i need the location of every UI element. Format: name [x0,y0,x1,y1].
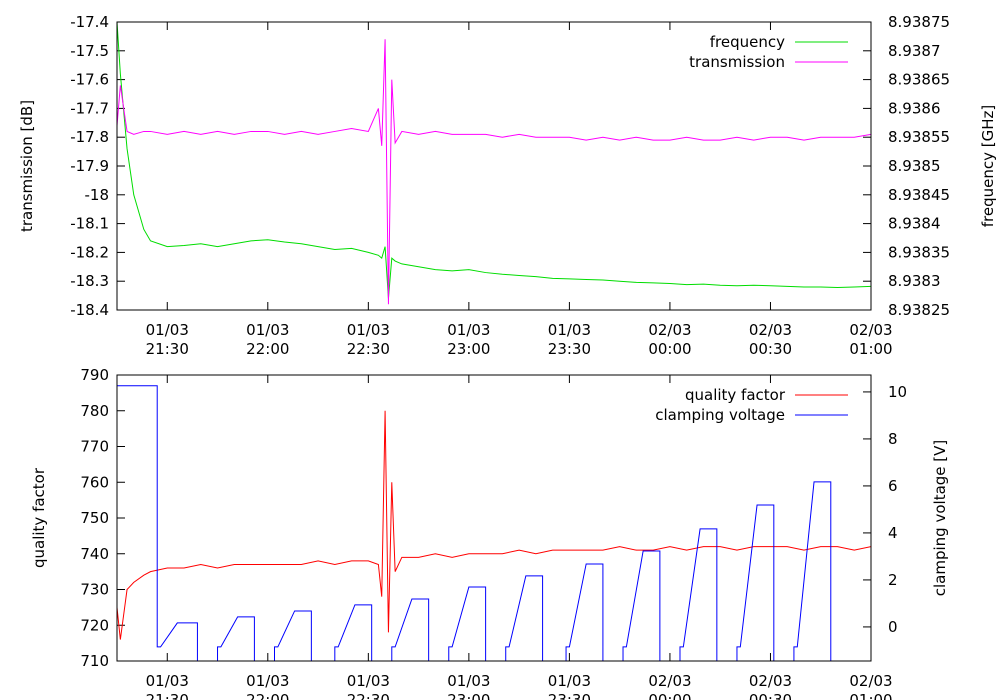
y2-tick-label: 2 [888,571,898,589]
y2-tick-label: 6 [888,477,898,495]
data-line [117,39,871,305]
y-tick-label: -17.7 [70,99,109,117]
y2-tick-label: 8.93875 [888,13,950,31]
y-tick-label: 760 [80,473,109,491]
data-line [117,22,871,299]
y2-tick-label: 4 [888,524,898,542]
y-tick-label: -17.4 [70,13,109,31]
x-tick-label: 02/03 00:30 [749,672,792,700]
x-tick-label: 01/03 22:30 [347,672,390,700]
y2-tick-label: 8.93835 [888,243,950,261]
y-tick-label: 730 [80,581,109,599]
x-tick-label: 02/03 01:00 [849,672,892,700]
x-tick-label: 01/03 21:30 [146,321,189,358]
y2-tick-label: 8.93845 [888,186,950,204]
y-tick-label: 790 [80,366,109,384]
x-tick-label: 01/03 22:30 [347,321,390,358]
y-tick-label: -17.9 [70,157,109,175]
y2-tick-label: 8.93855 [888,128,950,146]
y2-tick-label: 8.9386 [888,99,941,117]
y-tick-label: -18.4 [70,301,109,319]
y-axis-title: transmission [dB] [18,100,36,232]
y2-tick-label: 10 [888,383,907,401]
y-tick-label: 770 [80,438,109,456]
y2-tick-label: 8 [888,430,898,448]
data-line [117,385,871,661]
y-tick-label: -18 [85,186,110,204]
y-tick-label: 740 [80,545,109,563]
y2-tick-label: 8.93865 [888,71,950,89]
y-tick-label: -18.2 [70,243,109,261]
y-tick-label: 780 [80,402,109,420]
x-tick-label: 02/03 00:00 [648,672,691,700]
y2-tick-label: 8.9385 [888,157,941,175]
legend-label: clamping voltage [655,406,785,424]
x-tick-label: 01/03 23:30 [548,672,591,700]
y-axis-title: quality factor [30,467,48,568]
x-tick-label: 01/03 21:30 [146,672,189,700]
x-tick-label: 02/03 00:30 [749,321,792,358]
x-tick-label: 01/03 22:00 [246,672,289,700]
x-tick-label: 01/03 23:00 [447,672,490,700]
y-tick-label: -18.1 [70,215,109,233]
y-tick-label: -17.8 [70,128,109,146]
x-tick-label: 02/03 01:00 [849,321,892,358]
legend-label: frequency [710,33,785,51]
plot-frame [116,21,872,311]
x-tick-label: 01/03 22:00 [246,321,289,358]
legend-label: quality factor [685,386,786,404]
y-tick-label: 710 [80,652,109,670]
y-tick-label: -18.3 [70,272,109,290]
y2-tick-label: 8.9383 [888,272,941,290]
x-tick-label: 01/03 23:30 [548,321,591,358]
y2-tick-label: 8.9384 [888,215,941,233]
y2-tick-label: 8.93825 [888,301,950,319]
plot-frame [116,374,872,662]
y-tick-label: 750 [80,509,109,527]
x-tick-label: 02/03 00:00 [648,321,691,358]
legend-label: transmission [689,53,785,71]
x-tick-label: 01/03 23:00 [447,321,490,358]
y-tick-label: -17.6 [70,71,109,89]
y-tick-label: 720 [80,616,109,634]
y2-axis-title: frequency [GHz] [979,105,997,227]
y2-tick-label: 0 [888,618,898,636]
y2-tick-label: 8.9387 [888,42,941,60]
y-tick-label: -17.5 [70,42,109,60]
y2-axis-title: clamping voltage [V] [931,440,949,596]
data-line [117,410,871,640]
